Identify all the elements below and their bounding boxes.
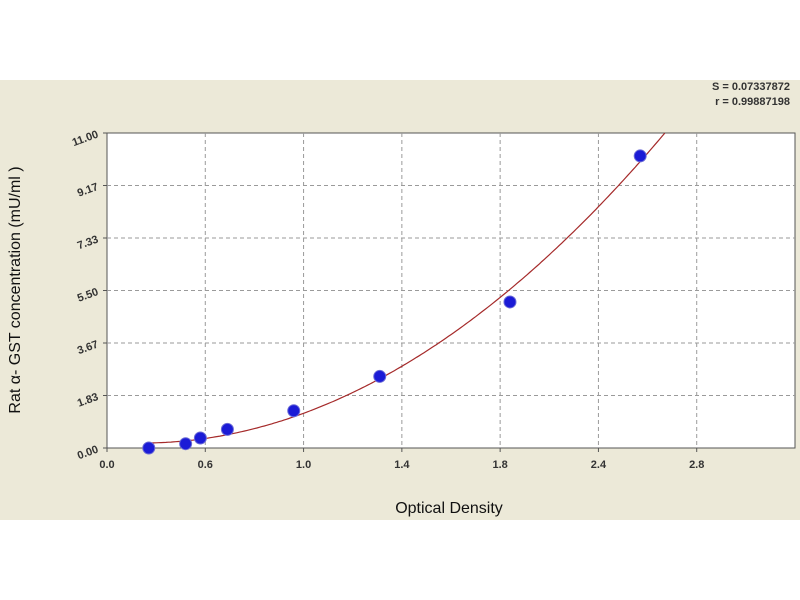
x-tick-label: 1.8 (492, 459, 507, 471)
data-point (633, 149, 647, 163)
y-axis-title: Rat α- GST concentration (mU/ml ) (7, 166, 24, 413)
y-tick-label: 11.00 (71, 129, 100, 149)
data-point (179, 437, 193, 451)
y-tick-label: 7.33 (76, 234, 100, 253)
fit-statistics: S = 0.07337872 r = 0.99887198 (712, 80, 790, 110)
r-value: r = 0.99887198 (715, 96, 790, 108)
y-tick-label: 3.67 (76, 339, 100, 358)
x-tick-label: 0.6 (198, 459, 213, 471)
data-point (373, 369, 387, 383)
x-axis-ticks: 0.0 0.6 1.0 1.4 1.8 2.4 2.8 (99, 448, 704, 471)
x-axis-title: Optical Density (395, 500, 503, 517)
data-point (287, 404, 301, 418)
x-tick-label: 0.0 (99, 459, 114, 471)
s-value: S = 0.07337872 (712, 81, 790, 93)
data-point (220, 422, 234, 436)
y-tick-label: 9.17 (76, 181, 100, 200)
data-point (142, 441, 156, 455)
data-points (142, 149, 647, 455)
x-tick-label: 1.4 (394, 459, 410, 471)
y-tick-label: 0.00 (76, 444, 100, 463)
y-axis-ticks: 0.00 1.83 3.67 5.50 7.33 9.17 11.00 (71, 129, 107, 463)
data-point (193, 431, 207, 445)
y-tick-label: 1.83 (76, 391, 100, 410)
data-point (503, 295, 517, 309)
x-tick-label: 2.8 (689, 459, 704, 471)
y-tick-label: 5.50 (76, 286, 100, 305)
x-tick-label: 1.0 (296, 459, 311, 471)
x-tick-label: 2.4 (591, 459, 607, 471)
grid (107, 133, 795, 448)
fit-curve (148, 132, 666, 444)
